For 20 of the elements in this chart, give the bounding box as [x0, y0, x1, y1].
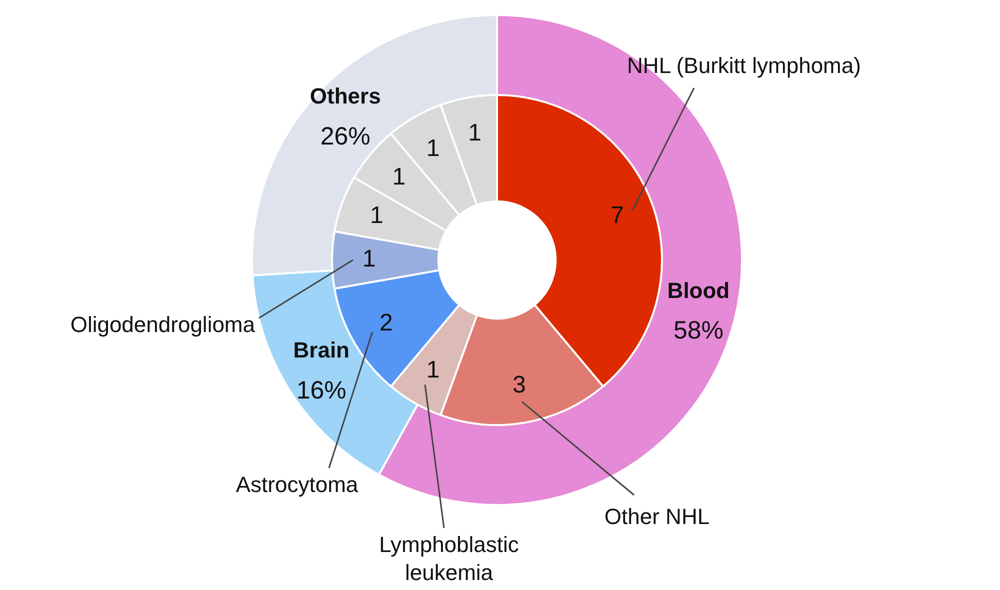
slice-label: Blood	[667, 278, 730, 303]
data-label: 1	[468, 120, 482, 147]
data-label: 7	[610, 202, 624, 229]
slice-label: Astrocytoma	[236, 472, 359, 498]
data-label: 26%	[320, 122, 370, 151]
slice-label: Oligodendroglioma	[70, 312, 256, 338]
slice-label: Others	[310, 84, 381, 109]
data-label: 16%	[296, 376, 346, 404]
data-label: 58%	[673, 316, 724, 345]
data-label: 2	[379, 310, 393, 337]
data-label: 3	[512, 372, 526, 399]
slice-label: Lymphoblastic leukemia	[379, 532, 519, 586]
data-label: 1	[426, 356, 440, 384]
data-label: 1	[426, 134, 440, 162]
slice-label: Other NHL	[604, 504, 710, 530]
data-label: 1	[370, 202, 384, 229]
data-label: 1	[392, 163, 406, 190]
data-label: 1	[362, 246, 376, 273]
slice-label: Brain	[293, 338, 350, 363]
slice-label: NHL (Burkitt lymphoma)	[627, 53, 861, 78]
